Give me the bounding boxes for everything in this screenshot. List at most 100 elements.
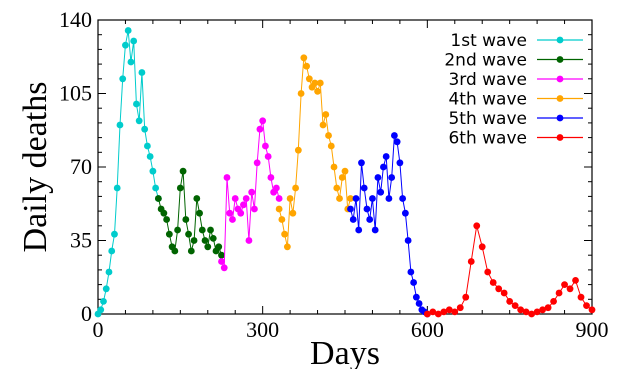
data-point [193, 195, 201, 202]
data-point [391, 132, 398, 139]
data-point [218, 251, 225, 259]
data-point [489, 279, 497, 286]
data-point [319, 121, 327, 129]
series-6 [423, 222, 596, 318]
data-point [176, 184, 184, 192]
data-point [393, 138, 401, 146]
data-point [355, 226, 363, 234]
x-tick-label: 300 [246, 317, 279, 342]
data-point [165, 230, 173, 238]
data-point [275, 205, 283, 213]
legend-label: 4th wave [448, 90, 527, 110]
data-point [102, 285, 110, 293]
data-point [358, 159, 365, 167]
legend-marker [556, 36, 564, 44]
data-point [423, 310, 431, 318]
data-point [385, 195, 393, 202]
series-layer [94, 27, 596, 318]
data-point [410, 279, 418, 286]
data-point [588, 306, 596, 314]
data-point [283, 243, 291, 251]
legend-label: 2nd wave [444, 51, 527, 71]
data-point [577, 293, 585, 301]
data-point [127, 58, 135, 66]
data-point [163, 216, 171, 223]
data-point [506, 298, 514, 305]
data-point [382, 153, 390, 160]
data-point [462, 293, 470, 301]
data-point [325, 132, 332, 139]
data-point [347, 195, 354, 202]
data-point [116, 121, 124, 129]
legend-label: 5th wave [448, 109, 527, 129]
data-point [366, 216, 374, 223]
series-1 [94, 27, 162, 318]
x-tick-label: 900 [576, 317, 609, 342]
data-point [130, 37, 138, 45]
data-point [264, 153, 272, 160]
data-point [445, 306, 453, 314]
data-point [566, 285, 574, 293]
data-point [500, 289, 508, 297]
data-point [256, 125, 264, 133]
data-point [278, 216, 286, 223]
data-point [201, 237, 209, 244]
data-point [341, 167, 349, 175]
data-point [108, 247, 116, 255]
data-point [190, 237, 198, 244]
data-point [572, 277, 579, 284]
data-point [182, 216, 190, 223]
y-tick-label: 70 [70, 154, 92, 179]
data-point [289, 209, 297, 217]
data-point [473, 222, 481, 230]
data-point [174, 226, 181, 234]
data-point [407, 268, 415, 276]
data-point [456, 304, 464, 312]
data-point [316, 79, 324, 87]
data-point [434, 310, 442, 318]
data-point [511, 302, 519, 309]
data-point [187, 247, 195, 255]
data-point [300, 54, 308, 62]
data-point [347, 205, 354, 213]
data-point [111, 230, 118, 238]
data-point [292, 184, 299, 192]
data-point [275, 195, 283, 202]
legend-marker [556, 134, 564, 141]
data-point [220, 264, 228, 272]
x-tick-label: 600 [411, 317, 444, 342]
data-point [100, 298, 107, 305]
legend-label: 3rd wave [448, 70, 527, 90]
data-point [550, 298, 557, 305]
data-point [311, 79, 319, 87]
data-point [209, 235, 217, 242]
data-point [138, 69, 146, 76]
data-point [412, 293, 420, 301]
data-point [360, 184, 368, 192]
data-point [297, 90, 305, 97]
y-tick-label: 105 [59, 81, 92, 106]
data-point [528, 310, 536, 318]
data-point [338, 174, 346, 181]
data-point [149, 167, 157, 175]
data-point [259, 117, 267, 125]
data-point [544, 304, 552, 312]
data-point [231, 195, 239, 202]
data-point [229, 216, 236, 223]
data-point [561, 281, 568, 288]
data-point [179, 167, 187, 175]
data-point [185, 230, 192, 238]
data-point [204, 243, 212, 251]
data-point [160, 209, 168, 217]
data-point [380, 163, 387, 171]
data-point [377, 188, 385, 196]
data-point [333, 184, 341, 192]
data-point [363, 205, 371, 213]
data-point [146, 153, 154, 160]
data-point [336, 195, 343, 202]
data-point [399, 195, 407, 202]
data-point [218, 258, 225, 265]
legend-marker [556, 95, 564, 102]
x-tick-label: 0 [93, 317, 104, 342]
